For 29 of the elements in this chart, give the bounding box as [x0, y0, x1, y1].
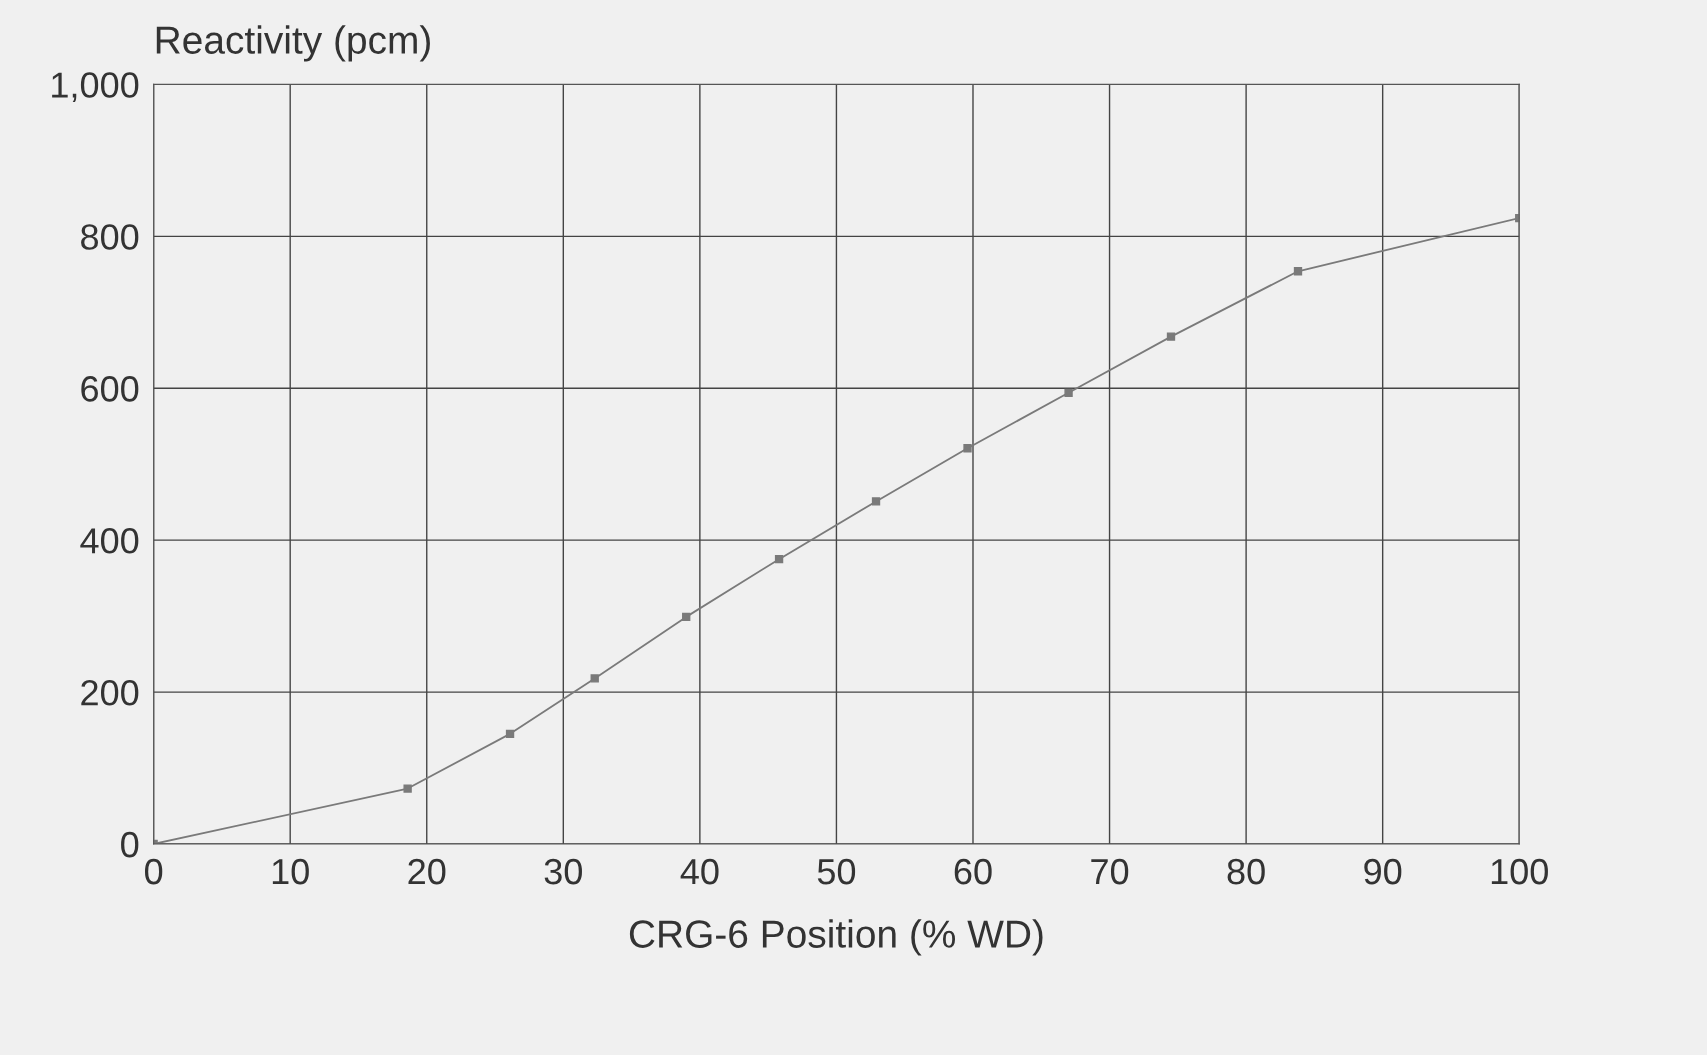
y-tick-label: 0 [121, 831, 139, 858]
x-tick-label: 30 [544, 858, 582, 885]
x-tick-label: 80 [1227, 858, 1265, 885]
x-tick-label: 100 [1491, 858, 1548, 885]
y-tick-label: 1,000 [52, 72, 139, 103]
x-tick-label: 40 [680, 858, 719, 885]
point [963, 444, 972, 453]
point [590, 674, 599, 683]
point [682, 612, 691, 622]
x-tick-label: 0 [145, 858, 163, 885]
x-tick-label: 50 [817, 858, 856, 885]
point [1293, 267, 1303, 276]
y-tick-label: 600 [81, 376, 139, 402]
point [505, 729, 515, 739]
point [774, 554, 784, 564]
y-tick-label: 400 [80, 528, 139, 554]
x-tick-label: 10 [272, 858, 309, 885]
point [1166, 332, 1176, 341]
x-tick-label: 90 [1364, 858, 1402, 885]
point [871, 497, 881, 506]
point [1064, 388, 1073, 397]
x-tick-label: 70 [1091, 858, 1129, 885]
point [403, 784, 412, 793]
x-axis-title: CRG-6 Position (% WD) [629, 919, 1043, 956]
x-tick-label: 20 [408, 858, 446, 885]
y-tick-label: 200 [81, 679, 139, 706]
x-tick-label: 60 [954, 858, 992, 885]
y-axis-title: Reactivity (pcm) [156, 25, 430, 62]
y-tick-label: 800 [81, 224, 139, 250]
